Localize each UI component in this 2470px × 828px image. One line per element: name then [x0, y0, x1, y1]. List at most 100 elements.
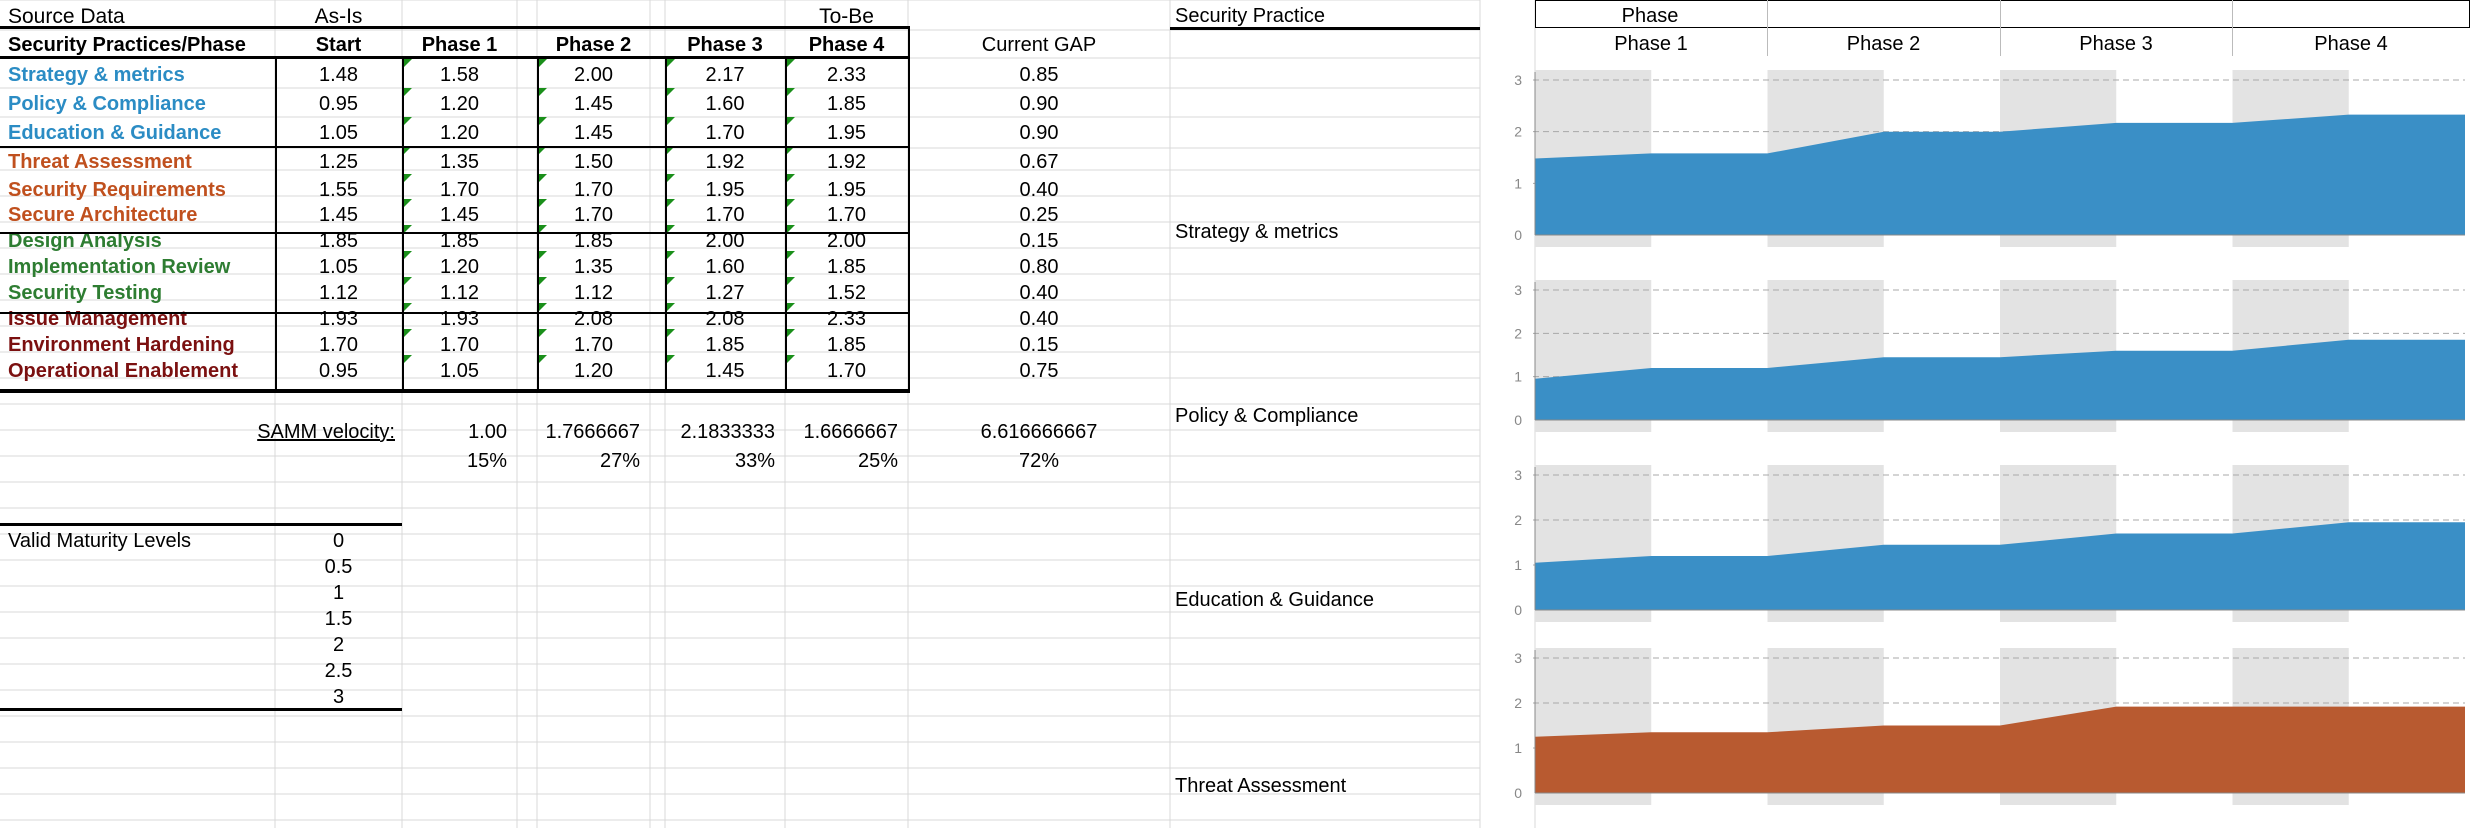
comment-indicator-icon: [787, 251, 795, 259]
comment-indicator-icon: [787, 225, 795, 233]
comment-indicator-icon: [539, 59, 547, 67]
comment-indicator-icon: [404, 199, 412, 207]
y-tick-label: 0: [1514, 785, 1522, 801]
comment-indicator-icon: [539, 225, 547, 233]
phase-value: 1.70: [705, 122, 745, 144]
velocity-percent: 25%: [857, 450, 898, 472]
phase-value: 1.85: [574, 230, 613, 252]
y-tick-label: 0: [1514, 602, 1522, 618]
y-tick-label: 3: [1514, 72, 1522, 88]
phase-value: 1.92: [827, 151, 866, 173]
y-tick-label: 3: [1514, 650, 1522, 666]
table-border: [0, 146, 910, 148]
gap-value: 0.80: [1019, 256, 1059, 278]
comment-indicator-icon: [667, 117, 675, 125]
phase-value: 1.60: [705, 93, 745, 115]
phase-value: 1.05: [440, 360, 479, 382]
header-practices: Security Practices/Phase: [8, 34, 246, 56]
phase-value: 1.85: [827, 256, 866, 278]
comment-indicator-icon: [404, 146, 412, 154]
source-data-title: Source Data: [8, 5, 125, 28]
practice-name: Policy & Compliance: [8, 93, 206, 115]
practice-name: Strategy & metrics: [8, 64, 185, 86]
comment-indicator-icon: [787, 146, 795, 154]
samm-velocity-label: SAMM velocity:: [257, 421, 395, 443]
header-phase-2: Phase 2: [555, 34, 632, 56]
phase-value: 1.85: [440, 230, 479, 252]
y-tick-label: 2: [1514, 124, 1522, 140]
velocity-value: 1.7666667: [545, 421, 640, 443]
phase-value: 2.08: [705, 308, 745, 330]
header-phase-1: Phase 1: [421, 34, 498, 56]
comment-indicator-icon: [787, 199, 795, 207]
phase-value: 1.93: [440, 308, 479, 330]
comment-indicator-icon: [667, 225, 675, 233]
practice-name: Issue Management: [8, 308, 187, 330]
table-border: [0, 56, 910, 59]
comment-indicator-icon: [787, 117, 795, 125]
area-series: [1535, 522, 2465, 610]
maturity-value: 1.5: [324, 608, 353, 630]
practice-name: Security Testing: [8, 282, 163, 304]
gap-value: 0.15: [1019, 230, 1059, 252]
table-border: [0, 389, 910, 393]
y-tick-label: 0: [1514, 412, 1522, 428]
practice-name: Implementation Review: [8, 256, 231, 278]
chart-label: Education & Guidance: [1175, 589, 1375, 611]
header-start: Start: [315, 34, 362, 56]
table-border: [665, 56, 667, 391]
gap-value: 0.15: [1019, 334, 1059, 356]
phase-value: 1.52: [827, 282, 866, 304]
gap-value: 0.67: [1019, 151, 1059, 173]
comment-indicator-icon: [787, 174, 795, 182]
table-border: [0, 26, 910, 29]
table-border: [402, 56, 404, 391]
practice-name: Design Analysis: [8, 230, 162, 252]
y-tick-label: 2: [1514, 695, 1522, 711]
phase-value: 1.70: [705, 204, 745, 226]
phase-value: 1.27: [705, 282, 745, 304]
practice-name: Security Requirements: [8, 179, 226, 201]
comment-indicator-icon: [404, 251, 412, 259]
practice-name: Threat Assessment: [8, 151, 192, 173]
maturity-value: 1: [332, 582, 345, 604]
start-value: 1.48: [319, 64, 358, 86]
start-value: 1.05: [319, 256, 358, 278]
phase-value: 1.20: [440, 93, 479, 115]
table-border: [785, 56, 787, 391]
comment-indicator-icon: [667, 329, 675, 337]
table-border: [275, 56, 277, 391]
chart-label: Threat Assessment: [1175, 775, 1347, 797]
phase-value: 2.33: [827, 308, 866, 330]
area-series: [1535, 114, 2465, 235]
maturity-label: Valid Maturity Levels: [8, 530, 192, 552]
comment-indicator-icon: [787, 88, 795, 96]
phase-value: 2.00: [827, 230, 866, 252]
velocity-value: 6.616666667: [980, 421, 1098, 443]
phase-column-header-2: Phase 2: [1846, 33, 1921, 55]
velocity-value: 1.00: [468, 421, 507, 443]
header-phase-4: Phase 4: [808, 34, 885, 56]
comment-indicator-icon: [667, 199, 675, 207]
table-border: [0, 312, 910, 314]
comment-indicator-icon: [404, 59, 412, 67]
y-tick-label: 0: [1514, 227, 1522, 243]
velocity-percent: 72%: [1018, 450, 1060, 472]
chart-label: Strategy & metrics: [1175, 221, 1339, 243]
comment-indicator-icon: [667, 355, 675, 363]
phase-value: 1.95: [827, 122, 866, 144]
gap-value: 0.75: [1019, 360, 1059, 382]
phase-value: 1.50: [574, 151, 613, 173]
comment-indicator-icon: [667, 59, 675, 67]
phase-value: 1.70: [574, 179, 613, 201]
gap-value: 0.40: [1019, 308, 1059, 330]
comment-indicator-icon: [404, 88, 412, 96]
header-phase-3: Phase 3: [687, 34, 763, 56]
comment-indicator-icon: [539, 329, 547, 337]
start-value: 1.70: [319, 334, 358, 356]
comment-indicator-icon: [404, 117, 412, 125]
start-value: 0.95: [319, 360, 358, 382]
phase-divider: [1767, 0, 1768, 56]
phase-value: 1.70: [574, 204, 613, 226]
start-value: 1.55: [319, 179, 358, 201]
